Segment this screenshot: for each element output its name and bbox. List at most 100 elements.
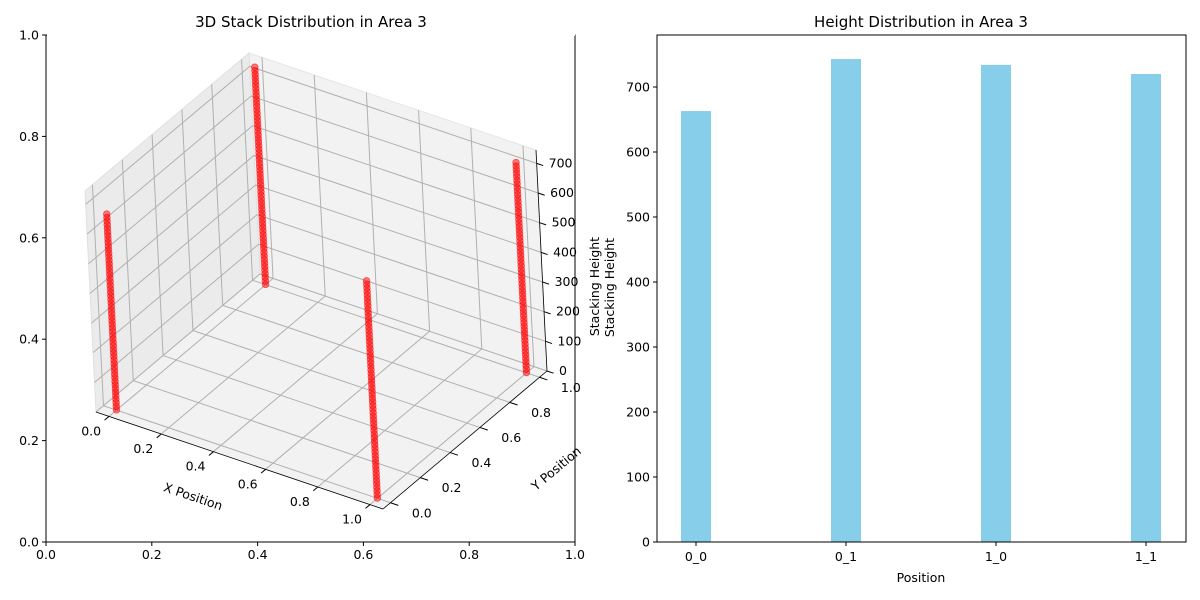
z-tick	[542, 281, 550, 285]
y-tick-label: 0.8	[531, 405, 551, 420]
bar-ticks: 0_0 0_1 1_0 1_1 0 100 200 300 400 500 600 700	[626, 80, 1157, 565]
bar-x-tick-label: 1_1	[1135, 549, 1157, 564]
z-tick	[545, 340, 553, 345]
y-axis-line	[382, 370, 548, 510]
bar-y-tick-label: 300	[626, 340, 650, 355]
z-tick-label: 500	[552, 215, 576, 230]
z-tick-label: 600	[550, 185, 574, 200]
z-axis-label: Stacking Height	[587, 237, 602, 336]
data-point	[362, 277, 371, 285]
bar-y-tick-label: 100	[626, 470, 650, 485]
background-axes: 0.0 0.2 0.4 0.6 0.8 1.0 0.0 0.2 0.4 0.6 0.8 1.0	[19, 28, 585, 563]
x-tick-label: 0.8	[290, 494, 310, 509]
data-point	[251, 63, 259, 71]
y-tick-label: 0.4	[471, 455, 491, 470]
x-tick-label: 0.0	[81, 423, 101, 438]
z-tick-label: 100	[558, 333, 582, 348]
bar-x-tick-label: 0_0	[685, 549, 707, 564]
scatter3d-title: 3D Stack Distribution in Area 3	[195, 13, 427, 31]
bg-y-tick-label: 1.0	[19, 28, 39, 43]
bg-y-tick-label: 0.8	[19, 129, 39, 144]
bar-y-tick-label: 700	[626, 80, 650, 95]
bg-x-tick-label: 0.8	[459, 547, 479, 562]
bar-chart-title: Height Distribution in Area 3	[814, 13, 1028, 31]
stack-0_0	[103, 210, 121, 414]
3d-gridlines	[85, 57, 548, 505]
y-tick	[509, 401, 518, 406]
z-gridline	[85, 65, 537, 205]
x-tick	[156, 433, 162, 439]
z-tick	[546, 370, 554, 374]
z-gridline	[88, 125, 540, 265]
x-tick	[208, 451, 214, 456]
3d-panes	[84, 51, 549, 510]
z-axis-line	[535, 149, 548, 372]
data-point	[512, 158, 520, 167]
z-gridline	[86, 95, 539, 235]
z-tick-label: 700	[549, 155, 573, 170]
bar-y-tick-label: 400	[626, 275, 650, 290]
y-tick	[449, 452, 459, 456]
bar-chart-panel: Height Distribution in Area 3 0_0 0_1 1_0 1…	[626, 13, 1187, 585]
3d-points	[103, 63, 531, 502]
bar-1_1	[1131, 74, 1161, 542]
y-tick-label: 0.6	[501, 430, 521, 445]
y-tick	[539, 376, 548, 381]
z-tick-label: 400	[553, 244, 577, 259]
bar-plot-frame	[656, 34, 1187, 543]
z-gridline	[95, 273, 548, 413]
bg-y-tick-label: 0.2	[19, 433, 39, 448]
z-axis-label-overlap: Stacking Height	[602, 238, 617, 337]
y-tick-label: 0.2	[442, 480, 462, 495]
z-tick	[539, 222, 547, 226]
bar-0_0	[681, 111, 711, 543]
y-tick-label: 0.0	[412, 505, 432, 520]
z-tick	[540, 251, 548, 256]
z-gridline	[92, 214, 545, 354]
stack-0_1	[251, 63, 270, 289]
x-tick	[260, 468, 266, 474]
bar-y-tick-label: 600	[626, 145, 650, 160]
z-tick-label: 0	[559, 363, 567, 378]
x-tick	[312, 486, 319, 492]
z-tick	[536, 162, 544, 167]
x-tick	[104, 416, 110, 421]
z-tick	[543, 311, 551, 315]
z-gridline	[89, 154, 542, 294]
bg-x-tick-label: 0.2	[142, 547, 162, 562]
bar-x-tick-label: 0_1	[835, 549, 857, 564]
z-tick-label: 200	[556, 304, 580, 319]
stack-1_1	[512, 158, 531, 377]
y-tick	[390, 502, 399, 506]
bg-y-tick-label: 0.4	[19, 332, 39, 347]
bar-x-tick-label: 1_0	[985, 549, 1007, 564]
x-tick-label: 0.6	[238, 476, 258, 491]
bg-y-tick-label: 0.6	[19, 230, 39, 245]
y-tick	[420, 477, 429, 481]
bar-y-tick-label: 500	[626, 210, 650, 225]
x-tick-label: 0.4	[186, 459, 206, 474]
bar-y-tick-label: 200	[626, 405, 650, 420]
bg-x-tick-label: 0.6	[353, 547, 373, 562]
z-tick-label: 300	[555, 274, 579, 289]
x-tick	[365, 504, 371, 509]
y-tick-label: 1.0	[561, 380, 581, 395]
bar-y-tick-label: 0	[642, 535, 650, 550]
scatter3d-panel: 3D Stack Distribution in Area 3 0.0 0.2 0.…	[19, 13, 617, 562]
x-tick-label: 0.2	[133, 441, 153, 456]
stack-1_0	[362, 277, 382, 502]
data-point	[103, 210, 111, 218]
bars	[681, 59, 1161, 543]
z-tick	[537, 192, 545, 196]
z-gridline	[91, 184, 543, 324]
bg-x-tick-label: 0.4	[248, 547, 268, 562]
x-tick-label: 1.0	[342, 512, 362, 527]
y-tick	[479, 426, 488, 431]
bar-1_0	[981, 64, 1011, 543]
bg-y-tick-label: 0.0	[19, 535, 39, 550]
bar-0_1	[831, 59, 861, 543]
bar-x-axis-label: Position	[897, 570, 946, 585]
bg-x-tick-label: 1.0	[565, 547, 585, 562]
x-axis-line	[95, 411, 384, 510]
